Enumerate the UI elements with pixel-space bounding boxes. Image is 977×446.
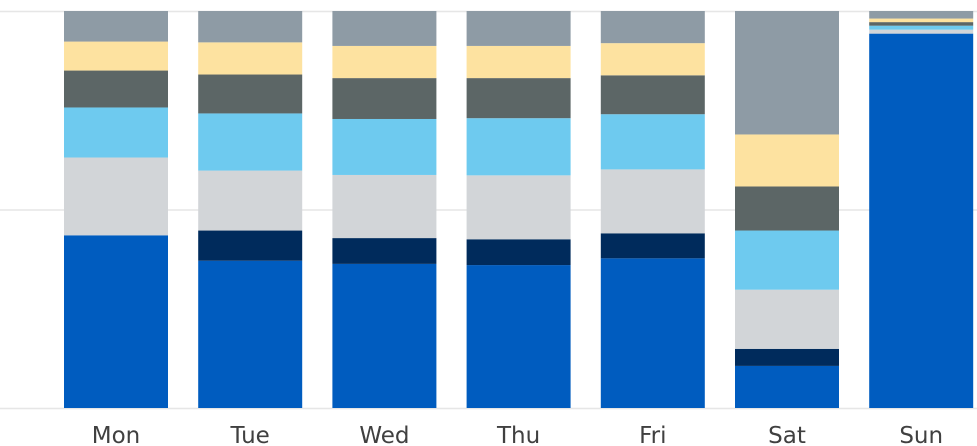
bar-segment-mon-5[interactable] [64, 41, 168, 71]
x-tick-label-mon: Mon [92, 423, 141, 446]
bar-segment-tue-2[interactable] [198, 170, 303, 231]
bar-segment-sat-6[interactable] [735, 11, 839, 135]
bar-segment-wed-0[interactable] [332, 263, 437, 408]
bar-segment-mon-0[interactable] [64, 235, 168, 408]
bar-segment-wed-4[interactable] [332, 78, 437, 119]
bar-segment-thu-5[interactable] [466, 45, 571, 79]
bar-segment-sat-5[interactable] [735, 134, 839, 187]
bar-segment-thu-3[interactable] [466, 118, 571, 176]
bar-segment-tue-5[interactable] [198, 42, 303, 75]
bar-segment-mon-6[interactable] [64, 11, 168, 42]
bar-segment-fri-4[interactable] [600, 75, 705, 115]
bar-segment-fri-0[interactable] [600, 258, 705, 408]
bar-segment-sun-5[interactable] [869, 18, 974, 23]
bar-segment-fri-3[interactable] [600, 114, 705, 170]
bar-segment-fri-5[interactable] [600, 43, 705, 76]
bar-segment-wed-1[interactable] [332, 238, 437, 264]
bar-segment-thu-4[interactable] [466, 78, 571, 119]
x-axis-tick-labels: Mon Tue Wed Thu Fri Sat Sun [92, 423, 943, 446]
x-tick-label-tue: Tue [230, 423, 270, 446]
bar-segment-wed-5[interactable] [332, 45, 437, 79]
bar-segment-tue-1[interactable] [198, 230, 303, 261]
bar-segment-tue-4[interactable] [198, 74, 303, 114]
x-tick-label-wed: Wed [359, 423, 409, 446]
bar-segment-sat-4[interactable] [735, 186, 839, 231]
bars [64, 11, 974, 409]
x-tick-label-sat: Sat [768, 423, 806, 446]
bar-segment-wed-2[interactable] [332, 174, 437, 239]
bar-segment-mon-2[interactable] [64, 157, 168, 236]
bar-segment-sat-3[interactable] [735, 230, 839, 290]
bar-segment-thu-2[interactable] [466, 175, 571, 240]
x-tick-label-thu: Thu [496, 423, 540, 446]
bar-segment-thu-0[interactable] [466, 265, 571, 408]
bar-segment-fri-1[interactable] [600, 233, 705, 259]
bar-segment-sat-1[interactable] [735, 348, 839, 366]
bar-segment-sun-4[interactable] [869, 22, 974, 26]
bar-segment-sun-0[interactable] [869, 33, 974, 409]
bar-segment-wed-3[interactable] [332, 118, 437, 175]
bar-segment-tue-6[interactable] [198, 11, 303, 43]
bar-segment-fri-2[interactable] [600, 169, 705, 234]
bar-segment-mon-3[interactable] [64, 107, 168, 158]
bar-segment-sun-6[interactable] [869, 11, 974, 19]
x-tick-label-fri: Fri [639, 423, 666, 446]
bar-segment-sun-3[interactable] [869, 25, 974, 30]
bar-segment-fri-6[interactable] [600, 11, 705, 44]
bar-segment-tue-0[interactable] [198, 260, 303, 408]
bar-segment-sat-2[interactable] [735, 289, 839, 349]
bar-segment-sat-0[interactable] [735, 365, 839, 408]
x-tick-label-sun: Sun [899, 423, 943, 446]
bar-segment-mon-4[interactable] [64, 70, 168, 108]
bar-segment-thu-1[interactable] [466, 239, 571, 266]
bar-segment-wed-6[interactable] [332, 11, 437, 46]
bar-segment-thu-6[interactable] [466, 11, 571, 46]
bar-segment-sun-2[interactable] [869, 29, 974, 34]
bar-segment-tue-3[interactable] [198, 113, 303, 171]
